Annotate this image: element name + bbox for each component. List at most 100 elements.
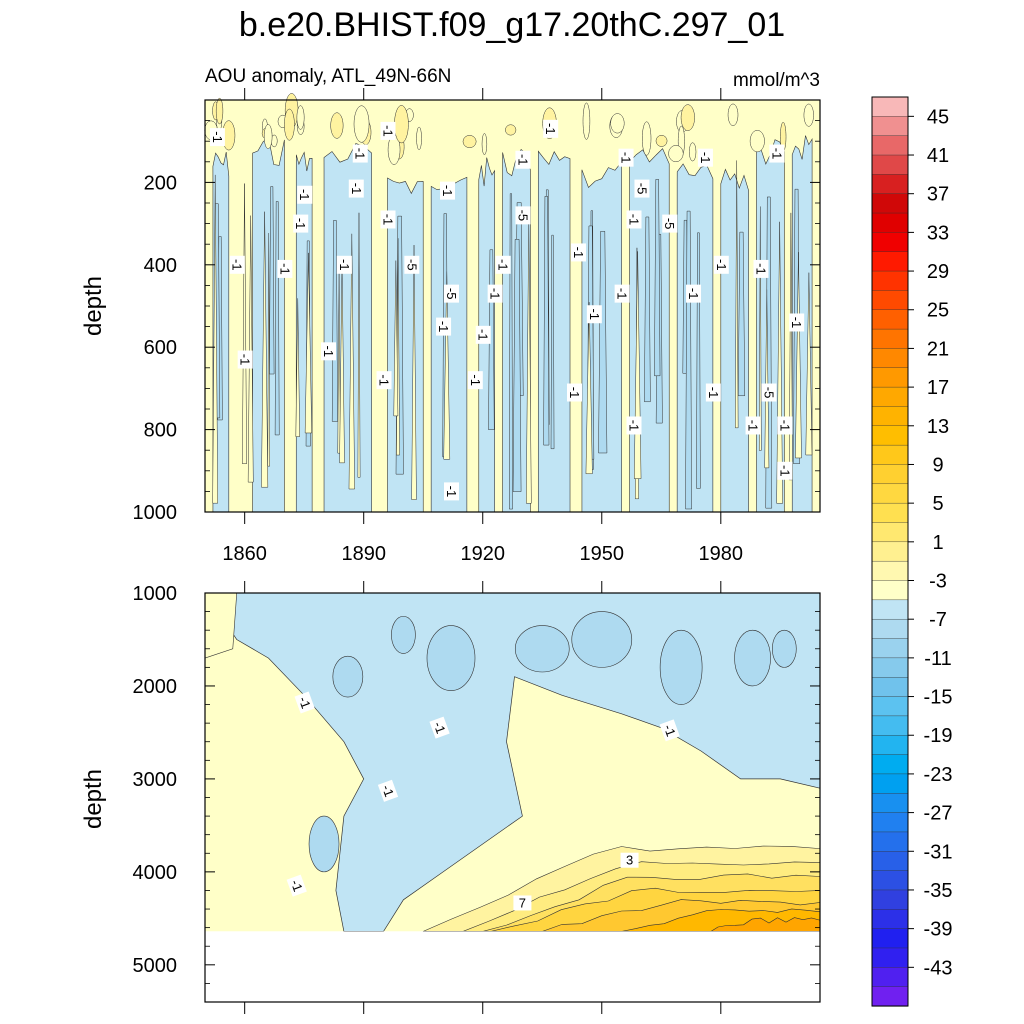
upper-positive-streak [337,268,341,454]
contour-label-text: -1 [571,247,586,259]
colorbar-box [871,174,909,195]
lower-positive-surface [204,592,238,659]
colorbar-box [871,386,909,408]
contour-label-box [761,383,777,402]
upper-y-tick-label: 600 [144,337,177,359]
contour-label-box [614,284,630,303]
contour-label-box [348,179,364,198]
contour-label-text: -1 [587,308,602,320]
upper-contour-label: -1 [380,210,396,229]
contour-label-box [515,206,531,225]
colorbar-label: 17 [927,377,949,399]
colorbar-label: -7 [929,609,947,631]
upper-positive-streak [411,245,417,500]
contour-label-box [377,779,399,802]
figure-title: b.e20.BHIST.f09_g17.20thC.297_01 [239,6,785,44]
upper-positive-streak [805,272,813,456]
colorbar-box [871,251,909,272]
colorbar-label: 37 [927,184,949,206]
upper-surface-contour [582,102,591,140]
colorbar: 45 41 37 33 29 25 21 17 13 9 5 1 -3 -7 -11 -15 -19 -23 -27… [871,96,953,1007]
colorbar-box [871,425,909,446]
upper-y-tick-label: 800 [144,420,177,442]
lower-y-tick-label: 2000 [133,676,178,698]
upper-surface-contour [215,97,224,125]
contour-label-box [440,181,456,200]
colorbar-label: -39 [924,919,953,941]
colorbar-box [871,967,909,988]
contour-label-text: -1 [706,387,721,399]
contour-label-box [475,325,491,344]
colorbar-box [871,367,909,388]
colorbar-box [871,947,909,968]
contour-label-box [293,214,309,233]
contour-label-box [467,371,483,390]
colorbar-box [871,580,909,601]
colorbar-box [871,135,909,156]
colorbar-box [871,522,909,543]
lower-contour-label: 7 [513,895,532,911]
upper-y-tick-label: 1000 [133,502,178,524]
contour-label-box [777,461,793,480]
upper-surface-contour [749,130,765,153]
colorbar-box [871,483,909,504]
upper-contour-label: -1 [209,128,225,147]
colorbar-label: -35 [924,880,953,902]
colorbar-box [871,328,909,350]
colorbar-box [871,696,909,717]
upper-x-tick-label: 1890 [341,543,386,565]
contour-label-text: -1 [349,183,364,195]
upper-negative-core [512,239,522,492]
upper-positive-streak [348,233,355,490]
upper-surface-contour [610,113,625,134]
contour-label-text: -1 [714,259,729,271]
upper-positive-streak [304,252,312,434]
lower-contour-label: -1 [429,716,450,739]
contour-label-box [618,148,634,167]
upper-surface-contour [688,142,697,162]
contour-label-text: 3 [626,853,633,868]
contour-label-text: -5 [634,183,649,195]
lower-no-data-area [205,931,820,1002]
contour-label-box [436,317,452,336]
colorbar-label: 9 [932,454,943,476]
contour-label-box [634,179,650,198]
colorbar-box [871,793,909,814]
lower-negative-pocket [571,611,633,668]
contour-label-text: -1 [436,321,451,333]
upper-surface-contour [394,105,409,144]
upper-contour-label: -1 [436,317,452,336]
contour-label-box [543,119,559,138]
upper-contour-label: -1 [570,243,586,262]
colorbar-box [871,870,909,891]
lower-contour-label: -1 [659,719,680,742]
upper-contour-label: -1 [543,119,559,138]
colorbar-box [871,754,909,775]
contour-label-text: 7 [519,895,526,910]
upper-x-tick-label: 1980 [699,543,744,565]
contour-label-box [444,284,459,303]
upper-right-subtitle: mmol/m^3 [733,70,820,91]
upper-contour-label: -1 [777,416,793,435]
upper-contour-label: -1 [686,284,702,303]
contour-label-text: -1 [431,720,449,736]
upper-contour-label: -1 [321,342,336,361]
upper-contour-label: -1 [495,255,511,274]
contour-label-box [376,371,392,390]
contour-label-text: -1 [353,148,368,160]
contour-label-box [769,144,785,163]
colorbar-box [871,657,909,678]
upper-contour-label: -1 [745,416,761,435]
contour-label-box [495,255,511,274]
upper-positive-streak [242,183,247,464]
colorbar-box [871,715,909,736]
colorbar-box [871,909,909,930]
contour-label-text: -1 [769,148,784,160]
upper-contour-label: -1 [475,325,491,344]
contour-label-box [294,691,315,714]
colorbar-box [871,773,909,794]
upper-contour-label: -1 [293,214,309,233]
upper-contour-label: -1 [586,305,602,324]
contour-label-box [705,383,721,402]
colorbar-label: -19 [924,725,953,747]
